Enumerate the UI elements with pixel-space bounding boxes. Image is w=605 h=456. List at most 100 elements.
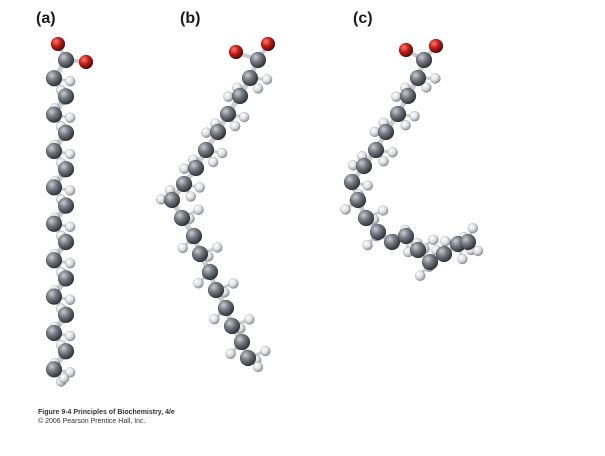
a-carbon-atom xyxy=(45,179,63,196)
b-hydrogen-atom xyxy=(185,191,197,202)
b-hydrogen-atom xyxy=(252,83,264,94)
c-hydrogen-atom xyxy=(378,156,389,167)
b-hydrogen-atom xyxy=(252,361,264,373)
c-hydrogen-atom xyxy=(472,245,484,257)
b-carbon-atom xyxy=(197,141,215,159)
c-oxygen-atom xyxy=(398,42,414,58)
a-hydrogen-atom xyxy=(64,185,76,196)
figure-caption: Figure 9-4 Principles of Biochemistry, 4… xyxy=(38,409,175,416)
c-carbon-atom xyxy=(369,223,387,241)
b-hydrogen-atom xyxy=(193,204,204,215)
b-hydrogen-atom xyxy=(260,345,271,357)
c-carbon-atom xyxy=(383,233,401,251)
c-carbon-atom xyxy=(415,51,433,69)
b-carbon-atom xyxy=(217,299,235,317)
copyright-caption: © 2006 Pearson Prentice Hall, Inc. xyxy=(38,418,146,425)
a-hydrogen-atom xyxy=(64,76,76,87)
c-hydrogen-atom xyxy=(387,147,398,158)
a-hydrogen-atom xyxy=(64,112,76,123)
c-hydrogen-atom xyxy=(421,82,432,93)
a-hydrogen-atom xyxy=(64,148,76,160)
b-oxygen-atom xyxy=(228,44,244,60)
b-carbon-atom xyxy=(163,191,181,209)
a-carbon-atom xyxy=(57,160,75,178)
b-carbon-atom xyxy=(175,175,193,193)
b-carbon-atom xyxy=(231,87,249,105)
a-carbon-atom xyxy=(45,361,63,378)
c-hydrogen-atom xyxy=(377,205,389,216)
b-carbon-atom xyxy=(185,227,203,245)
b-hydrogen-atom xyxy=(216,147,228,159)
c-carbon-atom xyxy=(355,157,373,175)
b-hydrogen-atom xyxy=(244,314,255,325)
b-hydrogen-atom xyxy=(229,120,241,132)
b-carbon-atom xyxy=(173,209,191,227)
a-carbon-atom xyxy=(45,69,63,87)
c-carbon-atom xyxy=(409,69,427,87)
c-carbon-atom xyxy=(343,173,361,191)
c-carbon-atom xyxy=(349,191,367,209)
a-carbon-atom xyxy=(45,324,63,342)
a-hydrogen-atom xyxy=(64,294,76,305)
b-carbon-atom xyxy=(219,105,237,123)
b-carbon-atom xyxy=(239,349,257,367)
c-carbon-atom xyxy=(357,209,375,227)
b-hydrogen-atom xyxy=(209,314,220,325)
a-carbon-atom xyxy=(57,88,75,105)
c-carbon-atom xyxy=(389,105,407,123)
a-hydrogen-atom xyxy=(64,330,76,342)
a-oxygen-atom xyxy=(78,54,94,70)
c-hydrogen-atom xyxy=(362,239,373,251)
b-carbon-atom xyxy=(201,263,219,281)
a-carbon-atom xyxy=(45,215,63,233)
c-carbon-atom xyxy=(409,241,427,259)
b-hydrogen-atom xyxy=(193,278,204,289)
b-hydrogen-atom xyxy=(212,242,223,253)
c-carbon-atom xyxy=(421,253,439,271)
b-carbon-atom xyxy=(223,317,241,335)
b-carbon-atom xyxy=(191,245,209,263)
c-hydrogen-atom xyxy=(440,236,451,247)
c-hydrogen-atom xyxy=(457,253,468,265)
c-carbon-atom xyxy=(367,141,385,159)
c-hydrogen-atom xyxy=(340,204,351,215)
b-carbon-atom xyxy=(187,159,205,177)
b-hydrogen-atom xyxy=(177,242,189,254)
a-hydrogen-atom xyxy=(64,258,76,269)
panel-label-c: (c) xyxy=(353,10,373,27)
a-hydrogen-atom xyxy=(58,373,70,384)
a-carbon-atom xyxy=(57,51,75,69)
c-carbon-atom xyxy=(399,87,417,105)
c-carbon-atom xyxy=(459,233,477,251)
a-carbon-atom xyxy=(45,106,63,123)
b-hydrogen-atom xyxy=(207,156,219,168)
b-carbon-atom xyxy=(209,123,227,141)
c-carbon-atom xyxy=(435,245,453,263)
a-hydrogen-atom xyxy=(64,221,76,233)
c-hydrogen-atom xyxy=(400,120,411,131)
panel-label-a: (a) xyxy=(36,10,56,27)
panel-label-b: (b) xyxy=(180,10,201,27)
c-hydrogen-atom xyxy=(467,222,479,234)
c-carbon-atom xyxy=(377,123,395,141)
a-carbon-atom xyxy=(57,270,75,287)
c-hydrogen-atom xyxy=(430,73,441,84)
c-hydrogen-atom xyxy=(409,111,420,122)
b-carbon-atom xyxy=(241,69,259,87)
c-hydrogen-atom xyxy=(414,270,426,282)
a-oxygen-atom xyxy=(50,36,66,52)
c-hydrogen-atom xyxy=(362,180,374,191)
a-carbon-atom xyxy=(45,251,63,269)
c-hydrogen-atom xyxy=(428,234,439,246)
b-oxygen-atom xyxy=(260,36,276,52)
b-carbon-atom xyxy=(249,51,267,69)
a-carbon-atom xyxy=(57,306,75,324)
c-carbon-atom xyxy=(397,227,415,245)
b-hydrogen-atom xyxy=(225,348,236,360)
a-carbon-atom xyxy=(57,233,75,251)
b-hydrogen-atom xyxy=(194,182,206,193)
b-carbon-atom xyxy=(233,333,251,351)
b-carbon-atom xyxy=(207,281,225,299)
a-carbon-atom xyxy=(57,124,75,142)
